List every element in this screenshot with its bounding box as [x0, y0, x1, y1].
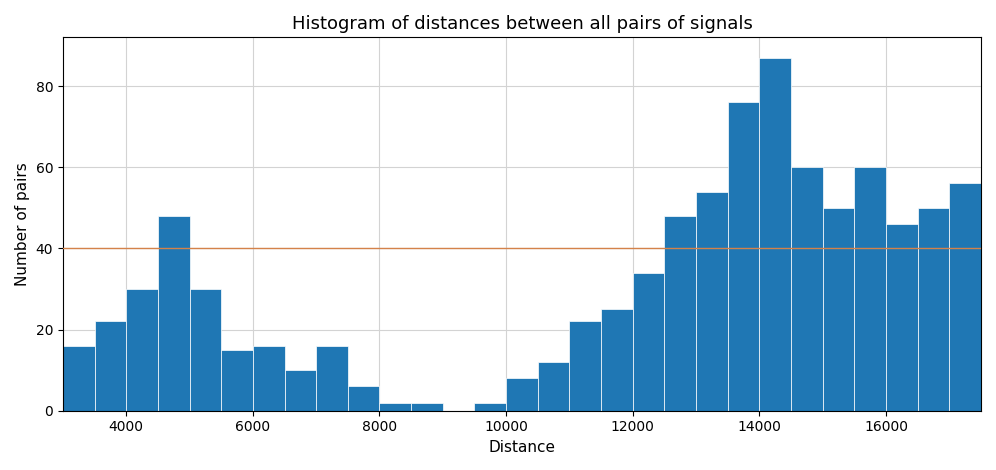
X-axis label: Distance: Distance [488, 440, 556, 455]
Bar [285, 370, 316, 411]
Bar [379, 403, 411, 411]
Bar [506, 378, 538, 411]
Bar [474, 403, 506, 411]
Bar [728, 102, 759, 411]
Bar [886, 224, 917, 411]
Bar [221, 350, 253, 411]
Bar [63, 346, 95, 411]
Bar [602, 309, 632, 411]
Y-axis label: Number of pairs: Number of pairs [15, 162, 30, 286]
Bar [981, 175, 996, 411]
Bar [664, 216, 696, 411]
Bar [949, 183, 981, 411]
Bar [538, 362, 570, 411]
Title: Histogram of distances between all pairs of signals: Histogram of distances between all pairs… [292, 15, 752, 33]
Bar [411, 403, 443, 411]
Bar [855, 167, 886, 411]
Bar [158, 216, 189, 411]
Bar [189, 289, 221, 411]
Bar [791, 167, 823, 411]
Bar [823, 208, 855, 411]
Bar [126, 289, 158, 411]
Bar [348, 386, 379, 411]
Bar [696, 192, 728, 411]
Bar [917, 208, 949, 411]
Bar [316, 346, 348, 411]
Bar [632, 273, 664, 411]
Bar [253, 346, 285, 411]
Bar [570, 321, 602, 411]
Bar [95, 321, 126, 411]
Bar [759, 58, 791, 411]
